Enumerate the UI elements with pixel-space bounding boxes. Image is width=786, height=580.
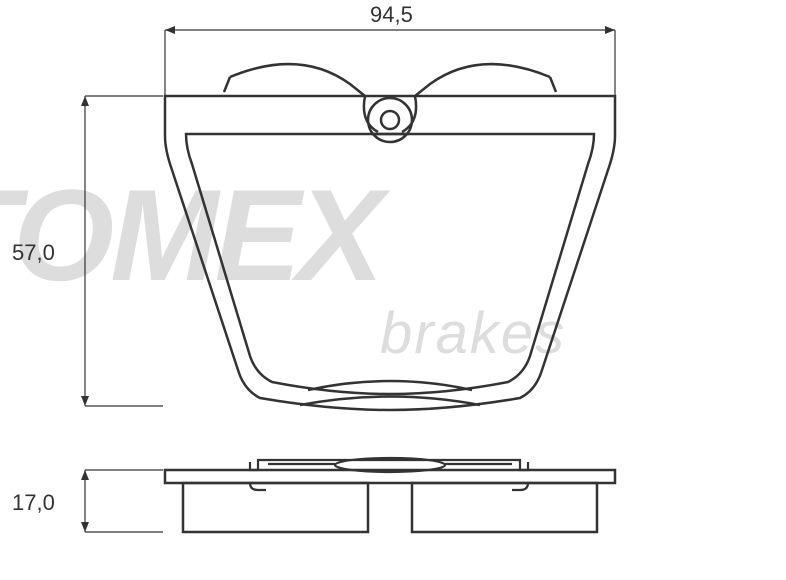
center-rivet (368, 98, 412, 142)
dim-thickness (81, 470, 163, 532)
side-clip (250, 458, 528, 490)
dim-width (165, 26, 615, 96)
brake-pad-side (165, 458, 615, 532)
dim-thickness-label: 17,0 (12, 490, 55, 516)
brake-pad-front (165, 64, 615, 410)
dim-height (81, 96, 163, 406)
dim-width-label: 94,5 (370, 2, 413, 28)
technical-drawing (0, 0, 786, 580)
dim-height-label: 57,0 (12, 240, 55, 266)
